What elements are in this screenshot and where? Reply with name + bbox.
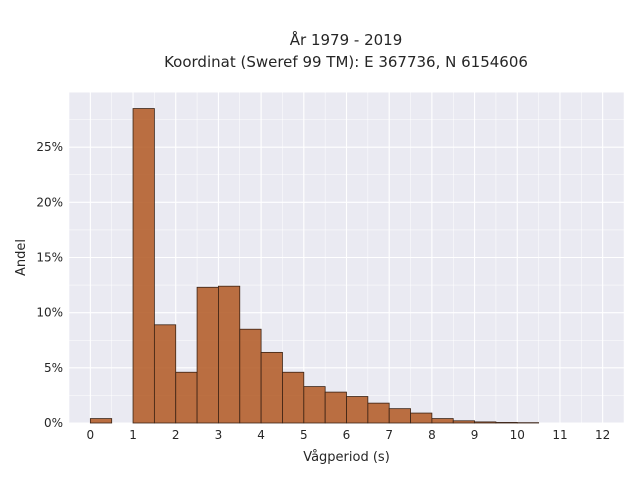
histogram-bar [239,328,262,424]
histogram-bar [452,420,475,424]
y-tick-label: 20% [36,195,63,209]
x-axis-label: Vågperiod (s) [303,450,390,465]
x-tick-label: 1 [129,428,137,442]
histogram-bar [303,386,326,424]
x-tick-label: 9 [471,428,479,442]
histogram-bar [260,351,283,424]
x-tick-label: 3 [215,428,223,442]
x-tick-label: 5 [300,428,308,442]
histogram-bar [367,402,390,424]
x-tick-label: 4 [257,428,265,442]
y-tick-label: 0% [44,416,63,430]
histogram-bar [89,418,113,424]
chart-title-line: År 1979 - 2019 [290,30,403,49]
x-tick-label: 7 [385,428,393,442]
x-tick-label: 8 [428,428,436,442]
x-axis-ticks: 0 1 2 3 4 5 6 7 8 9 10 11 12 [87,428,611,442]
y-tick-label: 25% [36,140,63,154]
histogram-bar [431,418,454,424]
x-tick-label: 6 [343,428,351,442]
histogram-bar [153,324,177,424]
y-tick-label: 15% [36,251,63,265]
histogram-bar [495,422,518,424]
chart-title: År 1979 - 2019 Koordinat (Sweref 99 TM): … [164,30,528,71]
histogram-bar [196,286,219,424]
histogram-bar [175,371,198,424]
histogram-bar [474,421,497,424]
histogram-bar [388,408,411,424]
y-axis-label: Andel [14,239,29,276]
x-tick-label: 10 [510,428,525,442]
x-tick-label: 12 [595,428,610,442]
histogram-bar [346,396,369,424]
histogram-bar [132,108,155,424]
y-tick-label: 5% [44,361,63,375]
x-tick-label: 2 [172,428,180,442]
histogram-bar [410,412,433,424]
histogram-bar [218,285,241,424]
chart-title-line: Koordinat (Sweref 99 TM): E 367736, N 61… [164,53,528,71]
x-tick-label: 11 [552,428,567,442]
x-tick-label: 0 [87,428,95,442]
y-axis-ticks: 0% 5% 10% 15% 20% 25% [36,140,63,430]
y-tick-label: 10% [36,306,63,320]
histogram-bar [282,371,305,424]
histogram-bar [324,391,347,424]
bars [89,108,540,424]
